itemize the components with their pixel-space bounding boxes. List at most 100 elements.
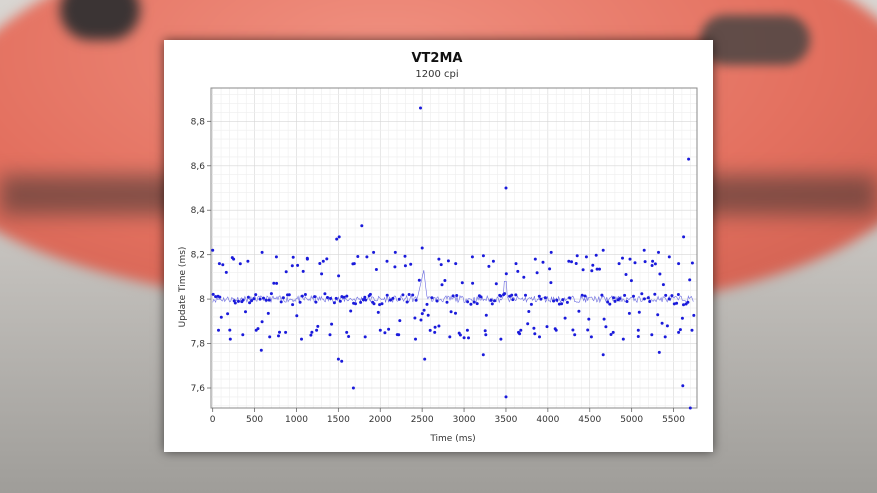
data-point xyxy=(354,302,357,306)
data-point xyxy=(330,322,334,326)
data-point xyxy=(458,333,462,337)
data-point xyxy=(667,255,671,259)
x-tick-label: 4500 xyxy=(578,415,601,425)
data-point xyxy=(316,324,320,328)
data-point xyxy=(318,262,322,265)
data-point xyxy=(446,259,450,263)
data-point xyxy=(469,302,473,306)
x-tick-label: 5500 xyxy=(662,415,685,425)
data-point xyxy=(411,293,415,297)
data-point xyxy=(340,359,344,363)
x-tick-label: 2000 xyxy=(369,415,392,425)
data-point xyxy=(284,270,288,274)
data-point xyxy=(600,293,604,297)
data-point xyxy=(602,317,606,321)
x-tick-label: 4000 xyxy=(536,415,559,425)
data-point xyxy=(481,353,485,357)
data-point xyxy=(278,330,281,334)
data-point xyxy=(338,299,342,303)
data-point xyxy=(612,296,616,300)
data-point xyxy=(587,317,591,321)
data-point xyxy=(628,257,632,261)
data-point xyxy=(663,335,667,339)
data-point xyxy=(403,254,407,258)
data-point xyxy=(690,328,694,332)
data-point xyxy=(660,321,664,325)
data-point xyxy=(254,293,258,297)
data-point xyxy=(549,250,553,254)
data-point xyxy=(378,328,382,332)
data-point xyxy=(510,293,514,297)
data-point xyxy=(646,296,650,300)
data-point xyxy=(553,327,557,331)
data-point xyxy=(455,294,459,297)
data-point xyxy=(260,250,264,254)
data-point xyxy=(563,316,567,320)
data-point xyxy=(314,300,318,304)
data-point xyxy=(690,261,694,265)
data-point xyxy=(320,272,324,276)
data-point xyxy=(238,262,242,266)
data-point xyxy=(472,300,476,304)
data-point xyxy=(236,299,240,303)
data-point xyxy=(428,328,432,332)
background-mouse-button xyxy=(700,15,810,65)
data-point xyxy=(491,259,495,263)
y-tick-label: 8,8 xyxy=(191,117,206,127)
data-point xyxy=(629,279,633,283)
data-point xyxy=(356,255,360,258)
data-point xyxy=(321,259,325,263)
data-point xyxy=(309,333,313,337)
data-point xyxy=(310,330,314,334)
data-point xyxy=(680,316,684,320)
data-point xyxy=(291,255,295,259)
chart-title: VT2MA xyxy=(412,51,463,66)
data-point xyxy=(334,296,338,300)
data-point xyxy=(269,292,273,296)
chart-subtitle: 1200 cpi xyxy=(415,69,458,80)
data-point xyxy=(555,298,559,302)
data-point xyxy=(267,298,271,302)
data-point xyxy=(648,300,652,303)
data-point xyxy=(414,337,417,341)
data-point xyxy=(347,335,351,338)
data-point xyxy=(657,250,660,254)
data-point xyxy=(345,294,349,298)
scatter-chart: VT2MA 1200 cpi 0 500 1000 1500 2000 2500 3000 3… xyxy=(178,51,698,444)
data-point xyxy=(218,295,222,299)
data-point xyxy=(224,270,228,274)
data-point xyxy=(378,303,382,307)
data-point xyxy=(385,259,389,263)
data-point xyxy=(577,309,581,313)
data-point xyxy=(252,297,256,301)
data-point xyxy=(264,298,268,302)
data-point xyxy=(532,326,536,330)
data-point xyxy=(221,263,225,267)
data-point xyxy=(426,313,430,317)
data-point xyxy=(393,250,397,254)
data-point xyxy=(337,235,341,239)
data-point xyxy=(627,311,631,315)
data-point xyxy=(246,295,250,299)
data-point xyxy=(258,297,262,301)
data-point xyxy=(595,267,599,271)
x-axis-ticks: 0 500 1000 1500 2000 2500 3000 3500 4000 4500 5000… xyxy=(210,408,685,425)
chart-panel: VT2MA 1200 cpi 0 500 1000 1500 2000 2500 3000 3… xyxy=(164,40,713,452)
data-point xyxy=(287,293,291,297)
data-point xyxy=(214,295,218,299)
data-point xyxy=(279,300,283,304)
data-point xyxy=(677,330,681,334)
data-point xyxy=(268,335,272,339)
data-point xyxy=(272,281,276,285)
data-point xyxy=(560,302,564,306)
data-point xyxy=(470,255,474,259)
data-point xyxy=(241,333,245,337)
data-point xyxy=(590,269,594,273)
data-point xyxy=(217,262,221,266)
data-point xyxy=(479,295,483,299)
data-point xyxy=(248,301,252,305)
data-point xyxy=(403,264,407,268)
data-point xyxy=(274,255,278,259)
y-tick-label: 7,8 xyxy=(191,340,206,350)
data-point xyxy=(329,297,333,300)
